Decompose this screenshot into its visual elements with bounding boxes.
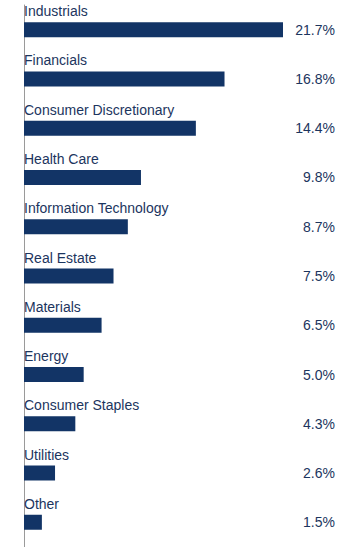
svg-text:Utilities: Utilities: [24, 447, 69, 463]
svg-text:14.4%: 14.4%: [295, 120, 335, 136]
svg-text:Energy: Energy: [24, 348, 68, 364]
svg-text:Industrials: Industrials: [24, 3, 88, 19]
svg-text:9.8%: 9.8%: [303, 169, 335, 185]
svg-text:Other: Other: [24, 496, 59, 512]
svg-text:7.5%: 7.5%: [303, 268, 335, 284]
svg-text:21.7%: 21.7%: [295, 22, 335, 38]
svg-text:Information Technology: Information Technology: [24, 200, 169, 216]
svg-text:Financials: Financials: [24, 52, 87, 68]
svg-text:Consumer Discretionary: Consumer Discretionary: [24, 102, 174, 118]
svg-text:8.7%: 8.7%: [303, 219, 335, 235]
svg-text:5.0%: 5.0%: [303, 367, 335, 383]
svg-text:Health Care: Health Care: [24, 151, 99, 167]
svg-text:Consumer Staples: Consumer Staples: [24, 397, 139, 413]
svg-text:16.8%: 16.8%: [295, 71, 335, 87]
svg-text:1.5%: 1.5%: [303, 514, 335, 530]
svg-text:Real Estate: Real Estate: [24, 250, 97, 266]
svg-text:6.5%: 6.5%: [303, 317, 335, 333]
svg-text:4.3%: 4.3%: [303, 416, 335, 432]
svg-text:Materials: Materials: [24, 299, 81, 315]
svg-text:2.6%: 2.6%: [303, 465, 335, 481]
